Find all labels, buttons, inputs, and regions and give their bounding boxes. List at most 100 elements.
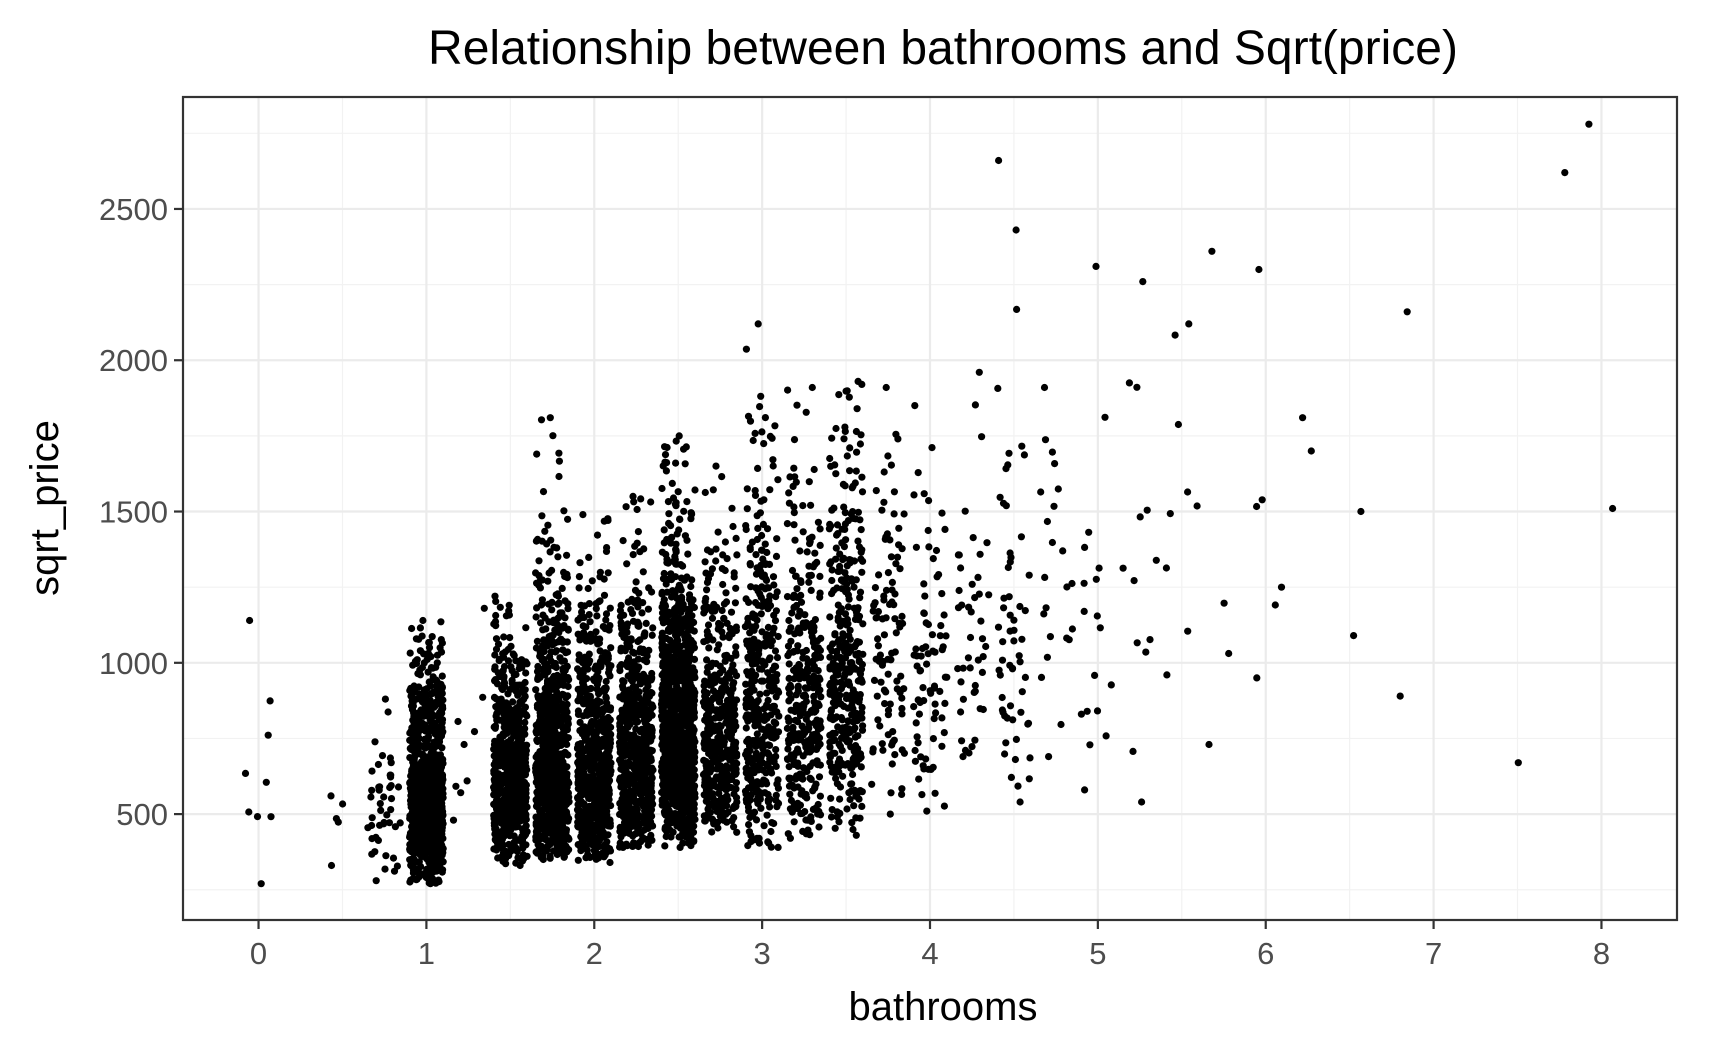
data-point (690, 753, 698, 761)
data-point (538, 512, 546, 520)
data-point (532, 728, 540, 736)
data-point (376, 783, 384, 791)
data-point (602, 677, 610, 686)
data-point (506, 634, 514, 642)
data-point (647, 806, 656, 814)
data-point (417, 846, 425, 855)
data-point (438, 672, 446, 680)
data-point (535, 557, 543, 565)
data-point (514, 691, 522, 699)
data-point (631, 542, 639, 550)
data-point (492, 611, 500, 620)
data-point (586, 853, 594, 862)
data-point (500, 663, 509, 671)
data-point (522, 841, 530, 849)
data-point (632, 768, 640, 776)
data-point (406, 812, 414, 820)
data-point (587, 637, 595, 645)
data-point (647, 746, 655, 754)
data-point (647, 498, 655, 506)
data-point (624, 723, 632, 731)
data-point (685, 645, 693, 653)
data-point (383, 811, 391, 819)
data-point (680, 576, 689, 584)
data-point (560, 829, 568, 837)
data-point (406, 649, 414, 657)
data-point (491, 802, 499, 810)
data-point (581, 602, 589, 610)
data-point (597, 718, 605, 726)
data-point (435, 689, 443, 697)
data-point (641, 719, 649, 727)
data-point (554, 590, 562, 598)
data-point (327, 861, 336, 870)
data-point (557, 750, 565, 758)
data-point (438, 812, 446, 820)
data-point (593, 850, 601, 858)
data-point (606, 736, 614, 744)
data-point (412, 876, 420, 884)
data-point (491, 618, 500, 626)
data-point (513, 819, 521, 828)
data-point (434, 824, 442, 832)
data-point (622, 503, 630, 511)
data-point (663, 827, 671, 835)
data-point (619, 537, 627, 545)
data-point (630, 498, 638, 506)
data-point (425, 830, 433, 838)
data-point (436, 777, 444, 785)
data-point (645, 646, 653, 655)
data-point (491, 676, 500, 684)
data-point (539, 611, 547, 619)
data-point (616, 663, 624, 671)
data-point (660, 569, 668, 578)
data-point (629, 551, 637, 559)
data-point (604, 655, 612, 663)
data-point (539, 692, 547, 700)
data-point (425, 639, 433, 647)
data-point (576, 689, 585, 698)
data-point (580, 807, 588, 816)
data-point (666, 701, 675, 709)
data-point (414, 726, 422, 734)
data-point (540, 665, 548, 673)
data-point (539, 815, 547, 823)
data-point (664, 774, 672, 782)
data-point (635, 589, 643, 597)
data-point (512, 657, 520, 665)
data-point (625, 758, 633, 766)
data-point (535, 793, 543, 801)
data-point (437, 725, 445, 733)
data-point (536, 673, 544, 682)
data-point (414, 867, 422, 875)
data-point (661, 601, 669, 609)
data-point (558, 624, 567, 632)
data-point (665, 694, 674, 703)
data-point (661, 842, 669, 850)
data-point (618, 620, 626, 629)
data-point (385, 819, 393, 827)
data-point (267, 813, 275, 821)
data-point (578, 608, 586, 616)
data-point (503, 777, 511, 785)
data-point (437, 731, 445, 739)
data-point (504, 690, 512, 698)
data-point (576, 718, 584, 727)
data-point (491, 663, 499, 671)
data-point (552, 647, 561, 655)
data-point (408, 795, 416, 803)
data-point (454, 717, 462, 726)
data-point (640, 764, 648, 772)
data-point (649, 703, 657, 711)
data-point (380, 820, 388, 828)
data-point (667, 833, 675, 841)
data-point (641, 819, 649, 827)
data-point (520, 816, 528, 824)
data-point (591, 665, 599, 673)
data-point (508, 679, 516, 687)
data-point (664, 709, 672, 717)
data-point (496, 813, 504, 821)
data-point (686, 606, 694, 614)
data-point (722, 589, 730, 597)
data-point (636, 703, 645, 711)
